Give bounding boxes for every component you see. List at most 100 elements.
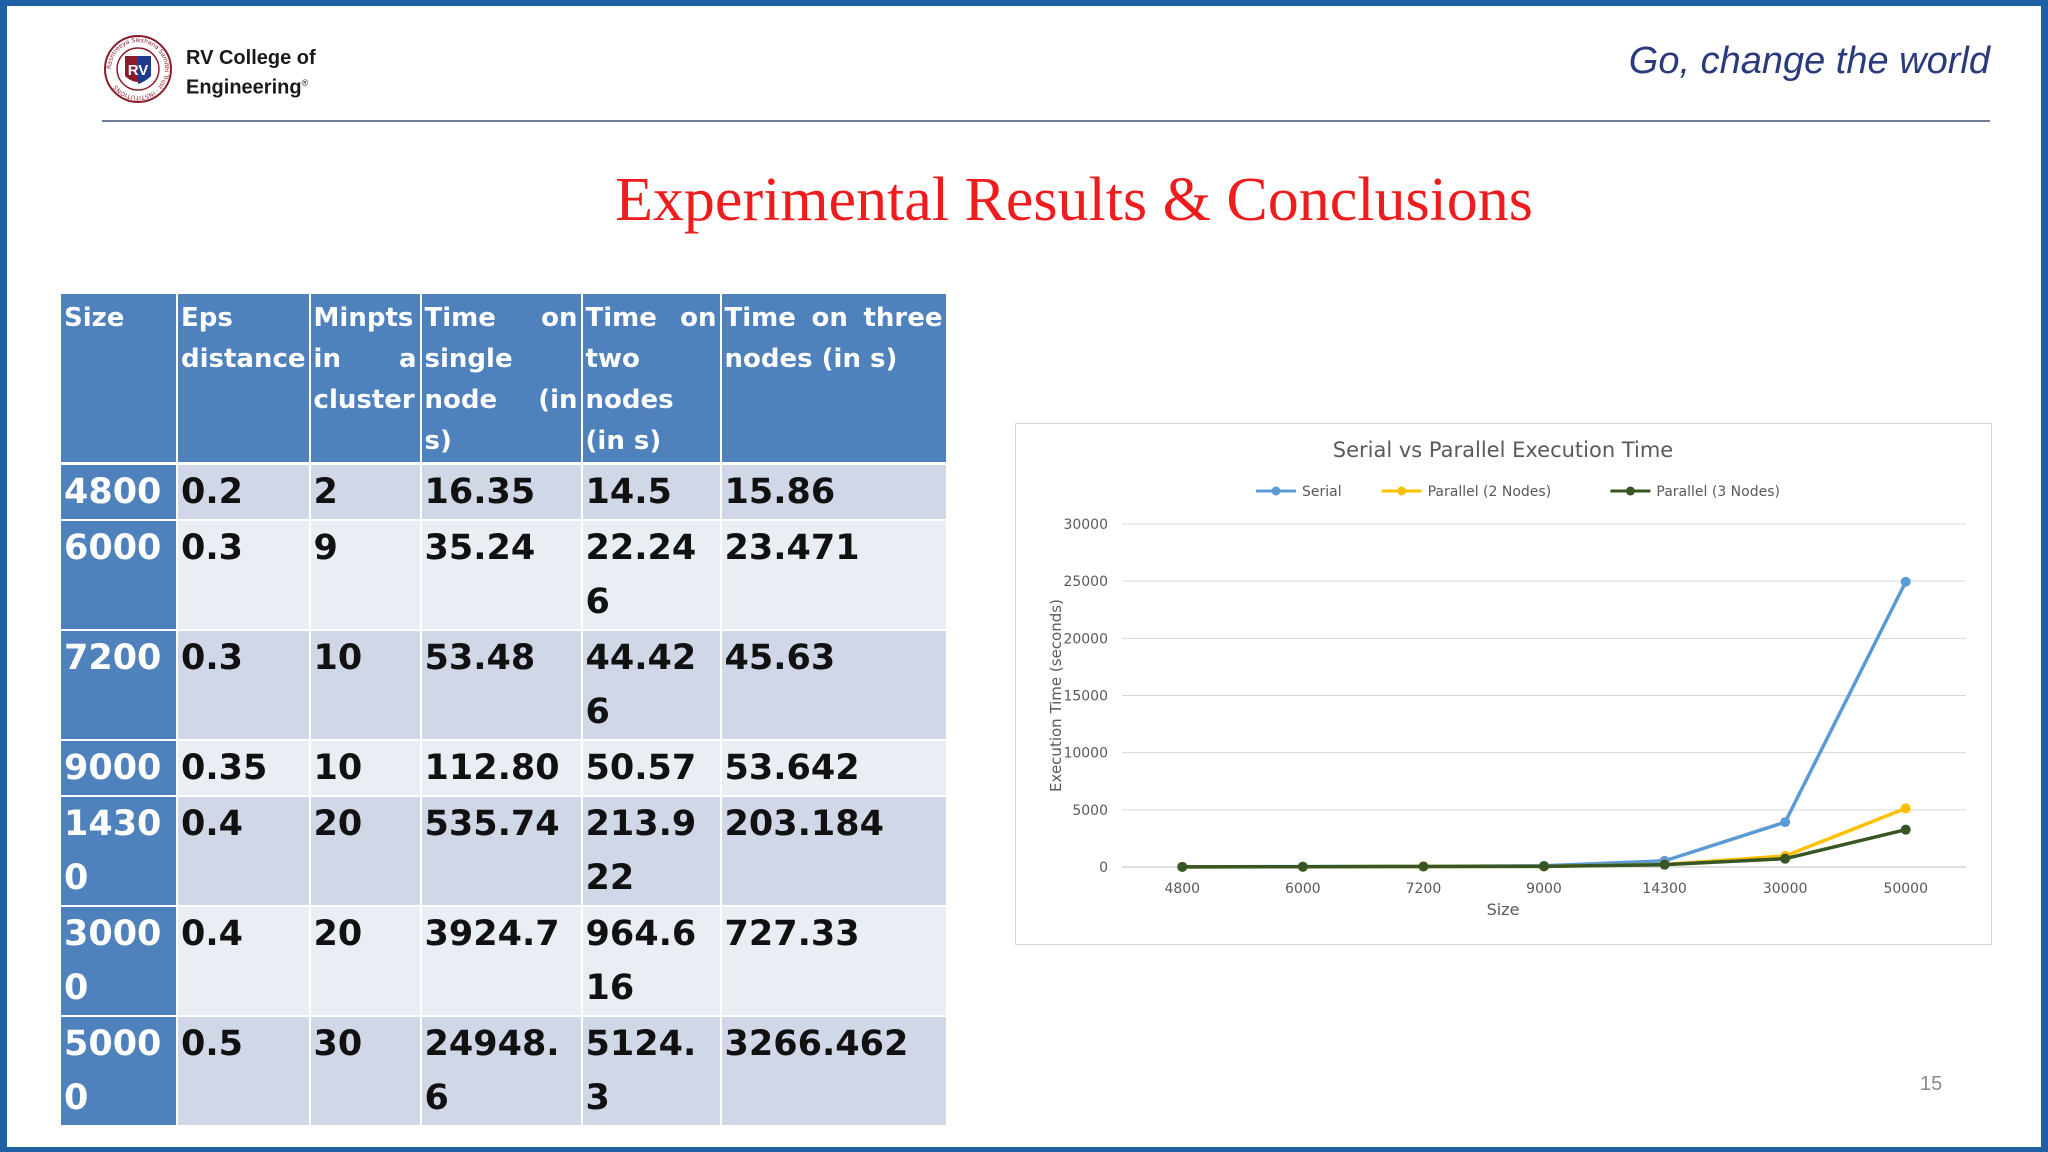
eps-cell: 0.35 — [177, 740, 311, 797]
legend-marker-0 — [1271, 486, 1281, 496]
legend-label-2: Parallel (3 Nodes) — [1656, 484, 1780, 500]
two-nodes-time-cell: 22.246 — [581, 520, 722, 631]
table-row: 6000 0.3 9 35.24 22.246 23.471 — [61, 520, 948, 631]
minpts-cell: 10 — [309, 740, 422, 797]
y-tick-label: 0 — [1099, 860, 1108, 876]
single-node-time-cell: 535.74 — [420, 796, 583, 907]
three-nodes-time-cell: 53.642 — [720, 740, 948, 797]
x-axis-title: Size — [1487, 900, 1520, 919]
registered-mark: ® — [301, 78, 309, 88]
tagline: Go, change the world — [1628, 40, 1990, 82]
minpts-cell: 20 — [309, 796, 422, 907]
two-nodes-time-cell: 5124.3 — [581, 1016, 722, 1127]
x-tick-label: 9000 — [1526, 881, 1562, 897]
data-point-2-0 — [1177, 861, 1188, 872]
y-tick-label: 30000 — [1063, 517, 1108, 533]
two-nodes-time-cell: 14.5 — [581, 463, 722, 521]
size-cell: 4800 — [61, 463, 178, 521]
college-name: RV College of Engineering® — [186, 46, 316, 101]
series-line-1 — [1182, 806, 1907, 869]
two-nodes-time-cell: 964.616 — [581, 906, 722, 1017]
size-cell: 6000 — [61, 520, 178, 631]
college-name-line2: Engineering — [186, 76, 302, 99]
execution-time-chart: Serial vs Parallel Execution Time Serial P… — [1015, 423, 1992, 945]
single-node-time-cell: 16.35 — [420, 463, 583, 521]
eps-cell: 0.3 — [177, 520, 311, 631]
eps-cell: 0.4 — [177, 906, 311, 1017]
x-tick-label: 50000 — [1883, 881, 1928, 897]
single-node-time-cell: 3924.7 — [420, 906, 583, 1017]
slide-frame-left — [0, 0, 7, 1152]
three-nodes-time-cell: 727.33 — [720, 906, 948, 1017]
two-nodes-time-cell: 44.426 — [581, 630, 722, 741]
data-point-2-3 — [1539, 861, 1549, 872]
eps-cell: 0.3 — [177, 630, 311, 741]
data-point-2-5 — [1780, 853, 1791, 864]
table-row: 30000 0.4 20 3924.7 964.616 727.33 — [61, 906, 948, 1017]
legend-label-0: Serial — [1302, 484, 1342, 500]
college-name-line2-wrap: Engineering® — [186, 71, 316, 101]
data-point-1-6 — [1900, 803, 1911, 814]
three-nodes-time-cell: 23.471 — [720, 520, 948, 631]
header-size: Size — [61, 294, 178, 465]
legend-marker-1 — [1397, 486, 1407, 496]
eps-cell: 0.5 — [177, 1016, 311, 1127]
size-cell: 50000 — [61, 1016, 178, 1127]
data-point-2-1 — [1297, 861, 1308, 872]
college-name-line1: RV College of — [186, 47, 316, 69]
data-point-0-6 — [1900, 576, 1911, 587]
header-eps-distance: Eps distance — [177, 294, 311, 465]
three-nodes-time-cell: 15.86 — [720, 463, 948, 521]
header-divider — [102, 120, 1990, 122]
legend-marker-2 — [1625, 486, 1635, 496]
header-time-single-node: Time on single node (in s) — [420, 294, 583, 465]
legend-label-1: Parallel (2 Nodes) — [1428, 484, 1552, 500]
data-point-0-5 — [1780, 817, 1791, 828]
two-nodes-time-cell: 213.922 — [581, 796, 722, 907]
data-point-2-2 — [1418, 861, 1429, 872]
y-tick-label: 10000 — [1063, 746, 1108, 762]
size-cell: 9000 — [61, 740, 178, 797]
college-logo: Rashtreeya Sikshana Samithi Trust · INST… — [104, 35, 172, 103]
page-number: 15 — [1920, 1073, 1943, 1095]
chart-title: Serial vs Parallel Execution Time — [1333, 438, 1673, 462]
header-time-two-nodes: Time on two nodes (in s) — [581, 294, 722, 465]
data-point-2-6 — [1900, 824, 1911, 835]
single-node-time-cell: 112.80 — [420, 740, 583, 797]
slide-frame-top — [0, 0, 2048, 6]
three-nodes-time-cell: 3266.462 — [720, 1016, 948, 1127]
single-node-time-cell: 35.24 — [420, 520, 583, 631]
single-node-time-cell: 24948.6 — [420, 1016, 583, 1127]
three-nodes-time-cell: 45.63 — [720, 630, 948, 741]
minpts-cell: 9 — [309, 520, 422, 631]
two-nodes-time-cell: 50.57 — [581, 740, 722, 797]
minpts-cell: 20 — [309, 906, 422, 1017]
y-tick-label: 25000 — [1063, 574, 1108, 590]
size-cell: 7200 — [61, 630, 178, 741]
minpts-cell: 10 — [309, 630, 422, 741]
size-cell: 30000 — [61, 906, 178, 1017]
minpts-cell: 30 — [309, 1016, 422, 1127]
x-tick-label: 4800 — [1164, 881, 1200, 897]
slide-frame-bottom — [0, 1147, 2048, 1152]
y-tick-label: 20000 — [1063, 631, 1108, 647]
slide-title: Experimental Results & Conclusions — [615, 166, 1533, 234]
single-node-time-cell: 53.48 — [420, 630, 583, 741]
table-row: 50000 0.5 30 24948.6 5124.3 3266.462 — [61, 1016, 948, 1127]
table-row: 14300 0.4 20 535.74 213.922 203.184 — [61, 796, 948, 907]
three-nodes-time-cell: 203.184 — [720, 796, 948, 907]
header-time-three-nodes: Time on three nodes (in s) — [720, 294, 948, 465]
minpts-cell: 2 — [309, 463, 422, 521]
size-cell: 14300 — [61, 796, 178, 907]
slide-frame-right — [2041, 0, 2048, 1152]
y-tick-label: 5000 — [1072, 803, 1108, 819]
eps-cell: 0.4 — [177, 796, 311, 907]
series-line-0 — [1182, 580, 1908, 869]
header-minpts: Minpts in a cluster — [309, 294, 422, 465]
chart-canvas: Serial vs Parallel Execution Time Serial P… — [1047, 438, 1966, 919]
table-header-row: Size Eps distance Minpts in a cluster Ti… — [61, 294, 948, 465]
y-axis-title: Execution Time (seconds) — [1047, 599, 1065, 792]
x-tick-label: 6000 — [1285, 881, 1321, 897]
data-point-2-4 — [1659, 859, 1670, 870]
table-row: 9000 0.35 10 112.80 50.57 53.642 — [61, 740, 948, 797]
